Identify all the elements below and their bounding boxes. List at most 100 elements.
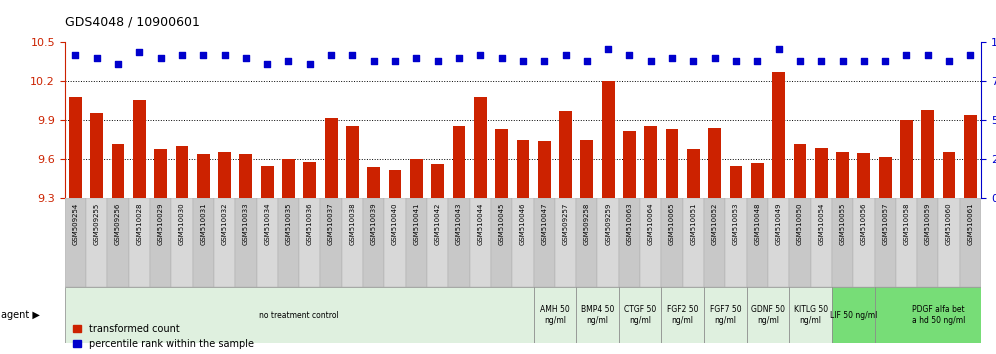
Bar (964, 115, 977, 198)
Text: GSM510050: GSM510050 (797, 202, 803, 245)
Text: KITLG 50
ng/ml: KITLG 50 ng/ml (794, 306, 828, 325)
Bar (325, 118, 338, 198)
Bar (665, 130, 678, 198)
Text: GSM510046: GSM510046 (520, 202, 526, 245)
Point (877, 58, 893, 64)
Bar (704, 287, 747, 343)
Bar (384, 198, 405, 287)
Text: GSM510055: GSM510055 (840, 202, 846, 245)
Text: LIF 50 ng/ml: LIF 50 ng/ml (830, 310, 876, 320)
Bar (214, 198, 235, 287)
Text: PDGF alfa bet
a hd 50 ng/ml: PDGF alfa bet a hd 50 ng/ml (911, 306, 965, 325)
Bar (448, 198, 470, 287)
Bar (299, 198, 321, 287)
Text: no treatment control: no treatment control (259, 310, 339, 320)
Point (281, 58, 297, 64)
Bar (534, 198, 555, 287)
Text: GSM510040: GSM510040 (392, 202, 398, 245)
Bar (661, 198, 682, 287)
Bar (388, 170, 401, 198)
Text: GSM510064: GSM510064 (647, 202, 653, 245)
Bar (708, 128, 721, 198)
Text: GSM510039: GSM510039 (371, 202, 376, 245)
Text: GSM509259: GSM509259 (606, 202, 612, 245)
Text: GSM510053: GSM510053 (733, 202, 739, 245)
Text: GSM510060: GSM510060 (946, 202, 952, 245)
Bar (470, 198, 491, 287)
Point (707, 55, 723, 61)
Bar (730, 166, 742, 198)
Point (962, 52, 978, 58)
Bar (278, 198, 299, 287)
Bar (534, 287, 576, 343)
Bar (512, 198, 534, 287)
Point (68, 52, 84, 58)
Bar (150, 198, 171, 287)
Text: GSM509255: GSM509255 (94, 202, 100, 245)
Bar (171, 198, 192, 287)
Point (814, 58, 830, 64)
Bar (218, 152, 231, 198)
Text: GSM509258: GSM509258 (584, 202, 590, 245)
Text: CTGF 50
ng/ml: CTGF 50 ng/ml (623, 306, 656, 325)
Bar (704, 198, 725, 287)
Bar (602, 81, 615, 198)
Bar (108, 198, 128, 287)
Point (941, 58, 957, 64)
Bar (576, 198, 598, 287)
Bar (619, 198, 640, 287)
Text: GSM510045: GSM510045 (499, 202, 505, 245)
Text: GSM510058: GSM510058 (903, 202, 909, 245)
Point (429, 58, 445, 64)
Bar (491, 198, 512, 287)
Bar (874, 198, 895, 287)
Bar (555, 198, 576, 287)
Bar (581, 140, 594, 198)
Text: GSM510028: GSM510028 (136, 202, 142, 245)
Text: GSM510036: GSM510036 (307, 202, 313, 245)
Bar (346, 126, 359, 198)
Bar (192, 198, 214, 287)
Bar (91, 113, 104, 198)
Bar (86, 198, 108, 287)
Point (472, 52, 488, 58)
Point (174, 52, 190, 58)
Bar (197, 154, 209, 198)
Point (642, 58, 658, 64)
Text: BMP4 50
ng/ml: BMP4 50 ng/ml (581, 306, 615, 325)
Text: GSM510065: GSM510065 (669, 202, 675, 245)
Bar (832, 287, 874, 343)
Point (387, 58, 403, 64)
Bar (623, 131, 635, 198)
Point (302, 62, 318, 67)
Bar (235, 198, 257, 287)
Point (89, 55, 105, 61)
Text: GSM510059: GSM510059 (924, 202, 931, 245)
Bar (878, 157, 891, 198)
Point (685, 58, 701, 64)
Point (238, 55, 254, 61)
Bar (789, 287, 832, 343)
Text: GSM510054: GSM510054 (819, 202, 825, 245)
Text: GSM510063: GSM510063 (626, 202, 632, 245)
Point (152, 55, 168, 61)
Bar (410, 159, 422, 198)
Bar (128, 198, 150, 287)
Bar (747, 287, 789, 343)
Bar (661, 287, 704, 343)
Point (558, 52, 574, 58)
Text: GSM510056: GSM510056 (861, 202, 867, 245)
Text: GSM510043: GSM510043 (456, 202, 462, 245)
Text: GSM510031: GSM510031 (200, 202, 206, 245)
Text: GSM510035: GSM510035 (286, 202, 292, 245)
Legend: transformed count, percentile rank within the sample: transformed count, percentile rank withi… (70, 320, 258, 353)
Text: GSM510048: GSM510048 (754, 202, 760, 245)
Point (110, 62, 125, 67)
Text: GSM510044: GSM510044 (477, 202, 483, 245)
Bar (576, 287, 619, 343)
Text: GSM510033: GSM510033 (243, 202, 249, 245)
Bar (175, 146, 188, 198)
Point (345, 52, 361, 58)
Point (494, 55, 510, 61)
Bar (772, 72, 785, 198)
